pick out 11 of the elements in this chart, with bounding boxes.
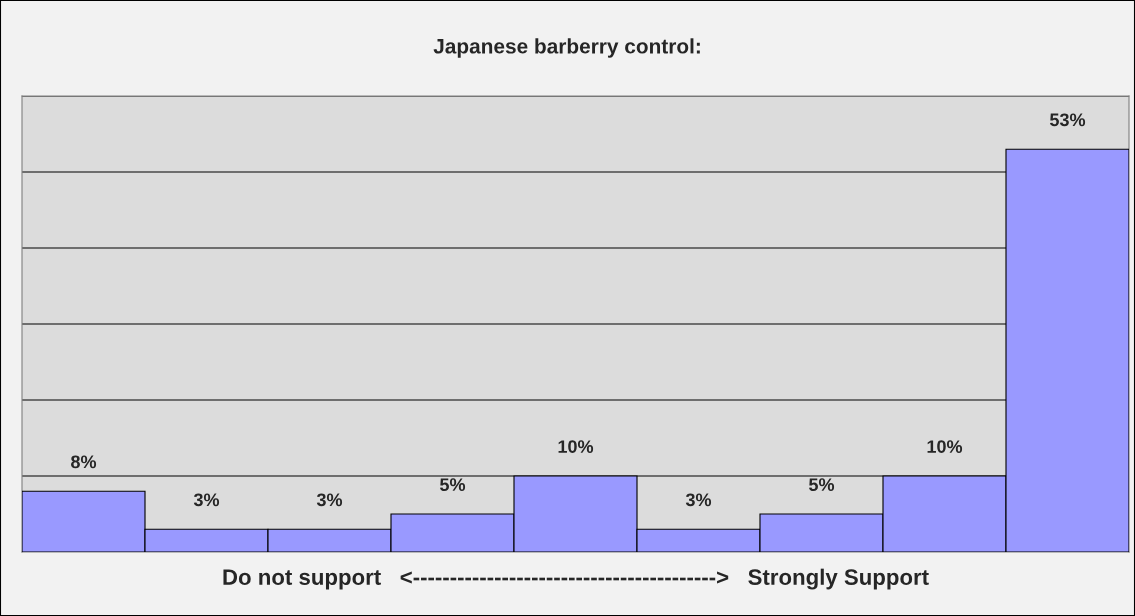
data-label: 10%	[558, 440, 594, 453]
chart-title: Japanese barberry control:	[433, 38, 700, 58]
data-label: 8%	[71, 455, 97, 469]
data-label: 3%	[685, 493, 712, 507]
data-label: 5%	[809, 478, 835, 491]
data-label: 53%	[1049, 113, 1086, 127]
x-axis-title: Do not support <-----------------------------------------> Strongly Support	[223, 568, 929, 590]
data-label: 10%	[927, 440, 963, 453]
data-label: 3%	[316, 493, 343, 507]
data-label: 3%	[193, 493, 220, 507]
data-label: 5%	[440, 478, 466, 491]
